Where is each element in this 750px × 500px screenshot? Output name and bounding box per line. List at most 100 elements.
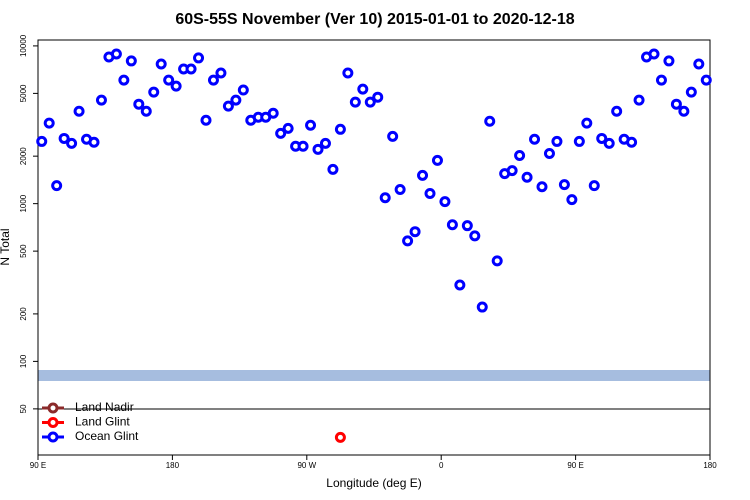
- legend-marker: [47, 402, 59, 414]
- point: [461, 220, 473, 232]
- y-tick-label: 1000: [19, 194, 28, 212]
- point: [125, 55, 137, 67]
- point: [88, 136, 100, 148]
- point: [693, 58, 705, 70]
- y-tick-label: 10000: [19, 34, 28, 57]
- point: [118, 74, 130, 86]
- point: [484, 115, 496, 127]
- point: [36, 135, 48, 147]
- point: [230, 94, 242, 106]
- x-tick-label: 180: [166, 461, 180, 470]
- point: [663, 55, 675, 67]
- point: [297, 140, 309, 152]
- point: [409, 226, 421, 238]
- x-tick-label: 90 E: [567, 461, 583, 470]
- point: [417, 169, 429, 181]
- band: [38, 370, 710, 381]
- y-tick-label: 2000: [19, 147, 28, 165]
- point: [454, 279, 466, 291]
- point: [133, 98, 145, 110]
- point: [140, 105, 152, 117]
- y-tick-label: 500: [19, 244, 28, 258]
- point: [506, 165, 518, 177]
- y-tick-label: 50: [19, 404, 28, 413]
- point: [431, 154, 443, 166]
- legend-label: Land Nadir: [75, 400, 134, 414]
- point: [342, 67, 354, 79]
- point: [581, 117, 593, 129]
- point: [566, 194, 578, 206]
- x-tick-label: 90 W: [297, 461, 316, 470]
- point: [394, 183, 406, 195]
- point: [588, 180, 600, 192]
- point: [446, 219, 458, 231]
- legend-label: Land Glint: [75, 415, 130, 429]
- point: [334, 123, 346, 135]
- point: [678, 105, 690, 117]
- point: [476, 301, 488, 313]
- point: [312, 143, 324, 155]
- point: [193, 52, 205, 64]
- point: [282, 122, 294, 134]
- point: [491, 255, 503, 267]
- point: [275, 127, 287, 139]
- chart-title: 60S-55S November (Ver 10) 2015-01-01 to …: [175, 11, 574, 28]
- point: [267, 107, 279, 119]
- point: [439, 196, 451, 208]
- plot-frame: [37, 39, 711, 456]
- point: [700, 74, 712, 86]
- point: [170, 80, 182, 92]
- point: [670, 98, 682, 110]
- point: [648, 48, 660, 60]
- point: [364, 96, 376, 108]
- y-tick-label: 5000: [19, 84, 28, 102]
- point: [163, 74, 175, 86]
- point: [514, 149, 526, 161]
- point: [357, 83, 369, 95]
- point: [611, 105, 623, 117]
- x-axis-label: Longitude (deg E): [326, 476, 421, 490]
- x-tick-label: 90 E: [30, 461, 46, 470]
- point: [95, 94, 107, 106]
- x-tick-label: 180: [703, 461, 717, 470]
- point: [558, 179, 570, 191]
- point: [424, 187, 436, 199]
- point: [305, 119, 317, 131]
- x-tick-label: 0: [439, 461, 444, 470]
- y-tick-label: 100: [19, 354, 28, 368]
- point: [379, 192, 391, 204]
- point: [521, 171, 533, 183]
- point: [596, 132, 608, 144]
- point: [543, 147, 555, 159]
- point: [43, 117, 55, 129]
- point: [327, 163, 339, 175]
- point: [155, 58, 167, 70]
- point: [66, 137, 78, 149]
- point: [110, 48, 122, 60]
- point: [215, 67, 227, 79]
- point: [603, 137, 615, 149]
- point: [207, 74, 219, 86]
- point: [185, 63, 197, 75]
- point: [402, 235, 414, 247]
- point: [529, 133, 541, 145]
- point: [536, 181, 548, 193]
- point: [573, 135, 585, 147]
- point: [334, 431, 346, 443]
- point: [626, 136, 638, 148]
- point: [685, 86, 697, 98]
- y-axis-label: N Total: [0, 228, 12, 265]
- point: [237, 84, 249, 96]
- point: [551, 135, 563, 147]
- point: [349, 96, 361, 108]
- point: [222, 100, 234, 112]
- point: [372, 91, 384, 103]
- point: [633, 94, 645, 106]
- legend-label: Ocean Glint: [75, 429, 139, 443]
- point: [469, 230, 481, 242]
- legend-marker: [47, 431, 59, 443]
- point: [655, 74, 667, 86]
- point: [58, 132, 70, 144]
